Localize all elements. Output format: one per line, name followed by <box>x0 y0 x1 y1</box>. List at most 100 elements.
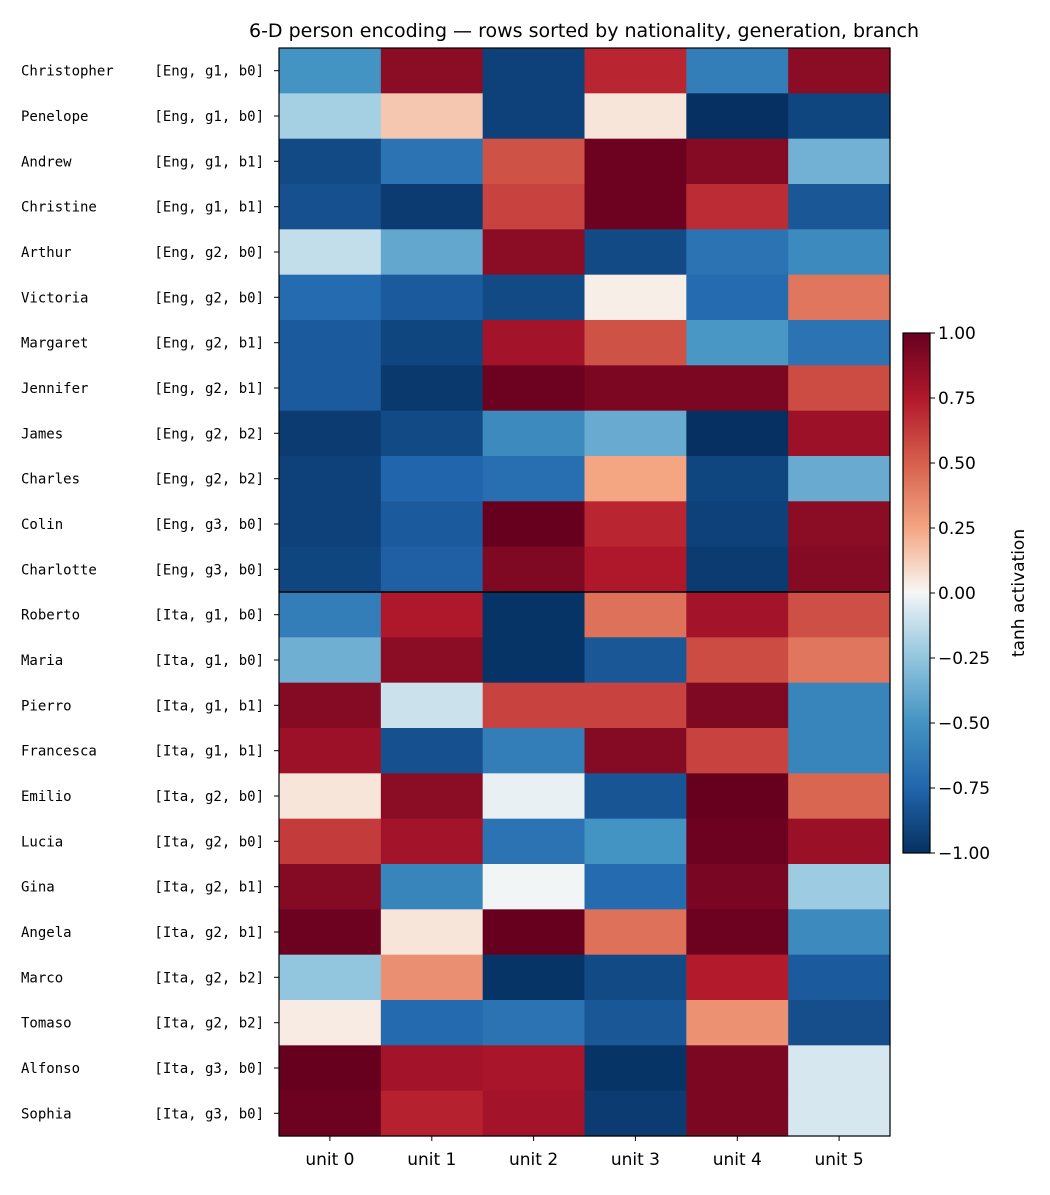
heatmap-cell <box>584 229 687 276</box>
heatmap-cell <box>788 274 891 321</box>
row-tag-label: [Eng, g2, b1] <box>154 336 264 352</box>
heatmap-cell <box>279 365 382 412</box>
heatmap-cell <box>279 728 382 774</box>
heatmap-cell <box>279 138 382 185</box>
row-label: Arthur <box>21 245 72 261</box>
heatmap-cell <box>380 546 484 593</box>
column-label: unit 3 <box>611 1150 660 1170</box>
heatmap-cell <box>380 637 484 684</box>
heatmap-cell <box>482 592 586 638</box>
heatmap-cell <box>380 229 484 276</box>
heatmap-cell <box>686 501 789 548</box>
heatmap-cell <box>584 93 687 140</box>
row-tag-label: [Ita, g3, b0] <box>154 1106 264 1122</box>
heatmap-cell <box>686 864 789 910</box>
heatmap-cell <box>788 954 891 1001</box>
heatmap-cell <box>686 818 789 865</box>
row-tag-label: [Ita, g2, b2] <box>154 1016 264 1032</box>
heatmap-cell <box>788 320 891 366</box>
heatmap-cell <box>686 546 789 593</box>
heatmap-cell <box>584 637 687 684</box>
heatmap-cell <box>686 320 789 366</box>
heatmap-cell <box>380 818 484 865</box>
heatmap-cell <box>584 184 687 230</box>
row-label: Marco <box>21 970 63 986</box>
heatmap-cell <box>686 184 789 230</box>
heatmap-cell <box>686 456 789 502</box>
heatmap-cell <box>686 637 789 684</box>
heatmap-cell <box>482 365 586 412</box>
heatmap-cell <box>584 274 687 321</box>
heatmap-cell <box>686 954 789 1001</box>
row-tag-label: [Eng, g3, b0] <box>154 517 264 533</box>
heatmap-cell <box>686 592 789 638</box>
row-label: Francesca <box>21 744 97 760</box>
heatmap-cell <box>380 954 484 1001</box>
heatmap-cell <box>788 93 891 140</box>
heatmap-cell <box>279 184 382 230</box>
row-labels: Christopher [Eng, g1, b0] Penelope [Eng, g1… <box>21 64 279 1122</box>
row-tag-label: [Ita, g2, b2] <box>154 970 264 986</box>
heatmap-cell <box>380 184 484 230</box>
heatmap-cell <box>788 728 891 774</box>
heatmap-cells <box>279 48 891 1137</box>
heatmap-cell <box>584 818 687 865</box>
heatmap-cell <box>279 592 382 638</box>
heatmap-cell <box>482 954 586 1001</box>
heatmap-cell <box>482 1045 586 1092</box>
heatmap-cell <box>686 93 789 140</box>
colorbar-tick-label: −0.25 <box>938 649 990 669</box>
colorbar-tick-label: 0.25 <box>938 519 976 539</box>
heatmap-cell <box>279 229 382 276</box>
heatmap-cell <box>788 546 891 593</box>
heatmap-cell <box>279 954 382 1001</box>
heatmap-cell <box>686 909 789 956</box>
heatmap-cell <box>686 410 789 457</box>
heatmap-cell <box>584 365 687 412</box>
row-tag-label: [Eng, g2, b0] <box>154 245 264 261</box>
heatmap-cell <box>482 93 586 140</box>
heatmap-cell <box>584 1090 687 1137</box>
row-label: Roberto <box>21 608 80 624</box>
row-label: Victoria <box>21 290 88 306</box>
heatmap-cell <box>584 864 687 910</box>
heatmap-cell <box>584 501 687 548</box>
heatmap-cell <box>686 682 789 729</box>
heatmap-cell <box>686 48 789 94</box>
colorbar-tick-label: 1.00 <box>938 324 976 344</box>
heatmap-cell <box>482 818 586 865</box>
row-label: Alfonso <box>21 1061 80 1077</box>
heatmap-cell <box>584 909 687 956</box>
heatmap-cell <box>380 501 484 548</box>
heatmap-cell <box>584 592 687 638</box>
heatmap-cell <box>380 909 484 956</box>
heatmap-cell <box>788 456 891 502</box>
colorbar-tick-label: −1.00 <box>938 844 990 864</box>
row-label: Lucia <box>21 834 63 850</box>
heatmap-cell <box>686 274 789 321</box>
heatmap-cell <box>482 546 586 593</box>
heatmap-cell <box>279 909 382 956</box>
heatmap-cell <box>482 48 586 94</box>
heatmap-cell <box>584 1045 687 1092</box>
heatmap-cell <box>279 682 382 729</box>
heatmap-cell <box>482 773 586 820</box>
heatmap-cell <box>482 1090 586 1137</box>
heatmap-cell <box>380 320 484 366</box>
heatmap-cell <box>380 773 484 820</box>
heatmap-cell <box>482 184 586 230</box>
row-tag-label: [Ita, g2, b0] <box>154 834 264 850</box>
row-label: Sophia <box>21 1106 72 1122</box>
heatmap-cell <box>279 93 382 140</box>
heatmap-cell <box>788 48 891 94</box>
row-tag-label: [Ita, g2, b1] <box>154 925 264 941</box>
heatmap-cell <box>380 1045 484 1092</box>
heatmap-cell <box>380 365 484 412</box>
heatmap-cell <box>380 864 484 910</box>
heatmap-cell <box>279 1000 382 1046</box>
heatmap-cell <box>380 456 484 502</box>
row-tag-label: [Eng, g1, b0] <box>154 109 264 125</box>
heatmap-cell <box>279 320 382 366</box>
